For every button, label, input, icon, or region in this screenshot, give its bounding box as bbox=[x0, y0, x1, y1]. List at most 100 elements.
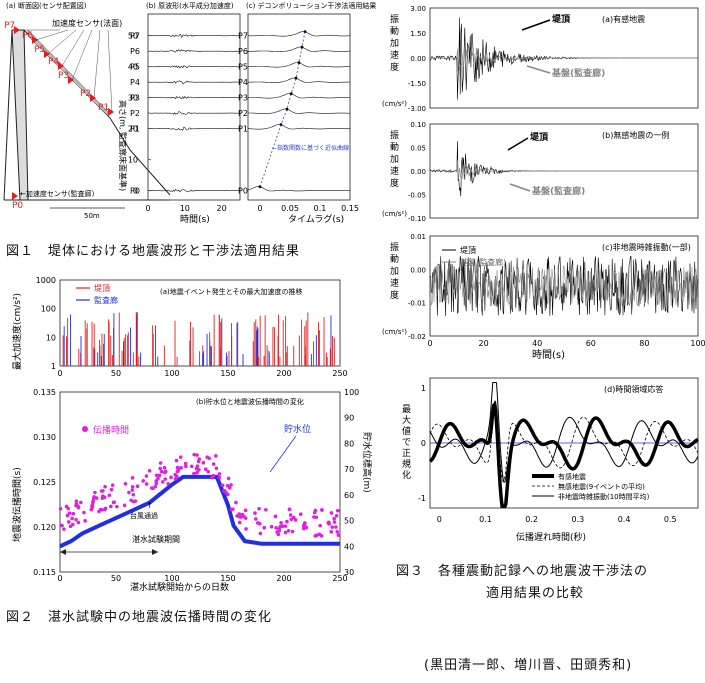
fig1-c-xtick: 0.15 bbox=[341, 204, 359, 213]
fig3-time-xtick: 80 bbox=[639, 339, 649, 348]
propagation-point bbox=[154, 473, 159, 478]
propagation-point bbox=[285, 519, 289, 524]
fig2-b-xtick: 0 bbox=[57, 574, 62, 583]
propagation-point bbox=[192, 471, 196, 476]
legend-felt: 有感地震 bbox=[558, 472, 586, 481]
propagation-point bbox=[179, 466, 183, 470]
peak-point-P3 bbox=[289, 92, 293, 96]
trace-label-P4: P4 bbox=[130, 78, 140, 87]
propagation-point bbox=[150, 486, 154, 490]
sensor-label-P4: P4 bbox=[48, 57, 59, 67]
propagation-point bbox=[329, 511, 334, 515]
trace-label-P5: P5 bbox=[130, 63, 140, 72]
fig2-a-ytick: 10 bbox=[46, 333, 56, 342]
propagation-point bbox=[275, 530, 279, 534]
sensor-label-P2: P2 bbox=[80, 89, 91, 99]
fig3-ytick: 1.50 bbox=[410, 30, 426, 38]
fig3-time-xtick: 60 bbox=[586, 339, 596, 348]
propagation-point bbox=[206, 469, 211, 474]
sensor-marker-P0 bbox=[12, 192, 18, 200]
propagation-point bbox=[107, 493, 112, 498]
fig2-b-y2tick: 60 bbox=[344, 491, 354, 500]
fig3-d-yticks: 1 0 -1 bbox=[418, 384, 426, 503]
fig2-b-title: (b)貯水位と地震波伝播時間の変化 bbox=[196, 397, 304, 406]
propagation-point bbox=[192, 452, 196, 457]
propagation-point bbox=[71, 522, 75, 527]
ylabel-char: 動 bbox=[390, 142, 399, 153]
legend-water-level: 貯水位 bbox=[284, 423, 311, 435]
fig2-b-xtick: 100 bbox=[164, 574, 179, 583]
propagation-point bbox=[243, 508, 248, 513]
propagation-point bbox=[335, 508, 340, 513]
propagation-point bbox=[129, 498, 133, 503]
propagation-point bbox=[290, 529, 295, 534]
decon-label-P2: P2 bbox=[238, 109, 248, 118]
peak-point-P6 bbox=[300, 45, 304, 49]
y-unit: (cm/s²) bbox=[382, 210, 407, 218]
propagation-point bbox=[334, 525, 338, 529]
raw-trace-P7 bbox=[148, 34, 241, 39]
propagation-point bbox=[58, 506, 63, 511]
fig2-a-xtick: 50 bbox=[111, 369, 121, 378]
fig2-a-legend: 堤頂 監査廊 bbox=[76, 283, 118, 305]
propagation-point bbox=[103, 484, 107, 489]
propagation-point bbox=[154, 479, 159, 483]
propagation-point bbox=[334, 514, 339, 518]
propagation-point bbox=[303, 521, 307, 525]
fig1-ytick: 10 bbox=[128, 156, 138, 165]
fig2-a-ylabel: 最大加速度(cm/s²) bbox=[11, 293, 23, 370]
propagation-point bbox=[315, 533, 319, 538]
decon-label-P4: P4 bbox=[238, 78, 248, 87]
propagation-point bbox=[141, 479, 145, 483]
propagation-point bbox=[253, 511, 257, 515]
decon-trace-P1 bbox=[247, 124, 350, 130]
ylabel-char: 速 bbox=[390, 166, 399, 177]
propagation-point bbox=[66, 506, 70, 511]
fig2-b-ytick: 0.130 bbox=[33, 433, 56, 442]
fig3-ytick: 0.00 bbox=[410, 55, 426, 63]
decon-trace-P7 bbox=[248, 31, 350, 37]
d-ylabel-char: 最 bbox=[402, 404, 411, 415]
propagation-point bbox=[332, 516, 336, 521]
fig2-a-ytick: 100 bbox=[41, 305, 56, 314]
propagation-point bbox=[131, 492, 136, 497]
propagation-point bbox=[320, 508, 324, 512]
ylabel-char: 動 bbox=[390, 254, 399, 265]
propagation-point bbox=[214, 454, 218, 458]
fig1-c-frame bbox=[247, 13, 351, 201]
propagation-point bbox=[277, 527, 281, 531]
base-sensor-label: ←加速度センサ(監査廊) bbox=[20, 189, 95, 198]
propagation-point bbox=[103, 506, 108, 511]
fig3-d-xtick: 0.4 bbox=[618, 515, 631, 524]
ylabel-char: 加 bbox=[390, 266, 399, 277]
fig3-d-xtick: 0.2 bbox=[525, 515, 538, 524]
propagation-point bbox=[82, 510, 86, 515]
propagation-point bbox=[158, 461, 163, 465]
peak-point-P0 bbox=[258, 185, 262, 189]
fig2-b-y2tick: 90 bbox=[344, 414, 354, 423]
fig3-ytick: -0.02 bbox=[408, 333, 426, 341]
propagation-point bbox=[287, 507, 292, 512]
d-ylabel-char: 値 bbox=[402, 425, 411, 437]
propagation-point bbox=[226, 476, 231, 481]
propagation-point bbox=[210, 475, 214, 480]
propagation-point bbox=[222, 488, 227, 493]
propagation-point bbox=[243, 516, 248, 520]
propagation-point bbox=[298, 512, 303, 517]
ylabel-char: 動 bbox=[390, 26, 399, 37]
fig2-b-xticks: 0 50 100 150 200 250 bbox=[57, 574, 347, 583]
fig2-b-ytick: 0.115 bbox=[33, 568, 56, 577]
base-trace bbox=[430, 160, 698, 179]
base-trace bbox=[429, 48, 698, 72]
propagation-point bbox=[201, 460, 206, 465]
fig1-c-xticks: 0 0.05 0.1 0.15 bbox=[257, 204, 358, 213]
fig2-b-xlabel: 湛水試験開始からの日数 bbox=[130, 581, 229, 593]
fig2-b-y2tick: 40 bbox=[344, 542, 354, 551]
fig2-a-xtick: 0 bbox=[57, 369, 62, 378]
fig3-time-xtick: 0 bbox=[427, 339, 432, 348]
propagation-point bbox=[109, 504, 113, 509]
fig3-ytick: 0.00 bbox=[410, 266, 426, 274]
sensor-label-P3: P3 bbox=[58, 71, 69, 81]
legend-noise: 非地震時雑振動(10時間平均) bbox=[558, 492, 650, 501]
